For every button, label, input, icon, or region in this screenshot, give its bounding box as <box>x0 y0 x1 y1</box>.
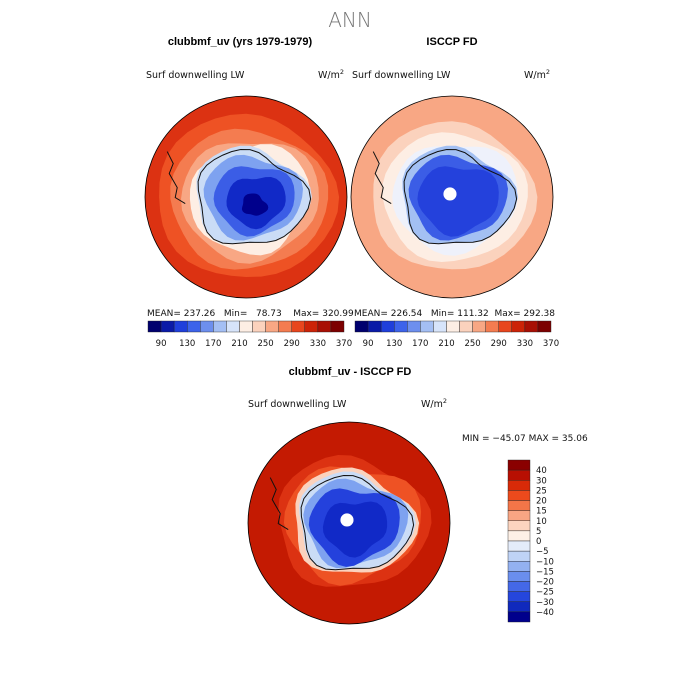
diff-colorbar-tick-label: 0 <box>536 537 541 547</box>
map-border-1 <box>144 95 348 299</box>
contour-band-8 <box>241 193 269 216</box>
diff-colorbar-tick-label: 5 <box>536 527 541 537</box>
colorbar-tick-label: 210 <box>231 339 247 349</box>
colorbar-tick-label: 210 <box>438 339 454 349</box>
panel3-stats: MIN = −45.07 MAX = 35.06 <box>462 434 588 444</box>
diff-colorbar-tick-label: 40 <box>536 466 547 476</box>
panel1-min: 78.73 <box>255 309 282 319</box>
panel1-max: 320.99 <box>322 309 354 319</box>
diff-colorbar-tick-label: −10 <box>536 557 554 567</box>
colorbar-tick-label: 290 <box>491 339 507 349</box>
colorbar-tick-label: 370 <box>336 339 352 349</box>
panel1-mean: 237.26 <box>183 309 216 319</box>
panel3-variable-label: Surf downwelling LW <box>248 399 347 410</box>
diff-colorbar-swatch <box>507 510 531 521</box>
diff-colorbar-swatch <box>507 571 531 582</box>
antarctica-outline <box>403 148 518 245</box>
map-border-3 <box>247 421 451 625</box>
diff-colorbar-tick-label: 30 <box>536 476 547 486</box>
diff-colorbar-swatch <box>507 611 531 623</box>
panel1-title: clubbmf_uv (yrs 1979-1979) <box>167 36 313 48</box>
diff-colorbar-swatch <box>507 601 531 613</box>
diff-colorbar-swatch <box>507 459 531 471</box>
diff-colorbar-tick-label: 20 <box>536 497 547 507</box>
map-field-1 <box>145 96 347 298</box>
panel2-units-label: W/m2 <box>524 68 550 82</box>
diff-colorbar-swatch <box>507 490 531 501</box>
pole-hole <box>340 513 354 527</box>
diff-colorbar-tick-label: −15 <box>536 567 554 577</box>
panel2-mean: 226.54 <box>390 309 423 319</box>
diff-colorbar-tick-label: −40 <box>536 608 554 618</box>
panel1-units-label: W/m2 <box>318 68 344 82</box>
panel1-stats: MEAN= 237.26 Min= 78.73 Max= 320.99 <box>147 309 354 319</box>
colorbar-tick-label: 250 <box>464 339 480 349</box>
diff-colorbar-tick-label: −25 <box>536 588 554 598</box>
colorbar-tick-label: 170 <box>205 339 221 349</box>
colorbar-tick-label: 130 <box>386 339 402 349</box>
colorbar-tick-label: 250 <box>257 339 273 349</box>
colorbar-swatch <box>537 320 552 333</box>
antarctica-outline <box>197 148 312 245</box>
horizontal-colorbars: 90 130 170 210 250 290 330 370 90 130 170 210 250 290… <box>147 320 559 349</box>
diff-colorbar-swatch <box>507 500 531 511</box>
pole-hole <box>443 187 457 201</box>
colorbar-1: 90 130 170 210 250 290 330 370 <box>147 320 352 349</box>
diff-colorbar-tick-label: 10 <box>536 517 547 527</box>
panel3-title: clubbmf_uv - ISCCP FD <box>288 366 412 378</box>
colorbar-tick-label: 330 <box>517 339 533 349</box>
panel2-max: 292.38 <box>523 309 556 319</box>
diff-colorbar-tick-label: −5 <box>536 547 549 557</box>
colorbar-swatch <box>330 320 345 333</box>
top-maps <box>144 95 554 299</box>
south-america-coast <box>269 477 289 530</box>
diff-colorbar-swatch <box>507 530 531 542</box>
diff-colorbar-swatch <box>507 561 531 572</box>
antarctica-outline <box>300 474 415 571</box>
colorbar-tick-label: 130 <box>179 339 195 349</box>
colorbar-tick-label: 90 <box>363 339 374 349</box>
panel1-variable-label: Surf downwelling LW <box>146 70 245 81</box>
panel2-stats: MEAN= 226.54 Min= 111.32 Max= 292.38 <box>354 309 556 319</box>
colorbar-tick-label: 370 <box>543 339 559 349</box>
colorbar-tick-label: 330 <box>310 339 326 349</box>
panel2-title: ISCCP FD <box>426 36 478 48</box>
diff-colorbar-swatch <box>507 469 531 481</box>
contour-band-5 <box>417 166 499 237</box>
colorbar-tick-label: 90 <box>156 339 167 349</box>
diff-colorbar-swatch <box>507 581 531 592</box>
diff-colorbar-swatch <box>507 550 531 562</box>
south-america-coast <box>166 151 186 204</box>
panel2-min: 111.32 <box>457 309 489 319</box>
diff-colorbar-swatch <box>507 540 531 552</box>
diff-colorbar-tick-label: −20 <box>536 578 554 588</box>
diff-colorbar-tick-label: −30 <box>536 598 554 608</box>
colorbar-tick-label: 290 <box>284 339 300 349</box>
diff-colorbar-swatch <box>507 520 531 532</box>
colorbar-tick-label: 170 <box>412 339 428 349</box>
diff-colorbar-tick-label: 15 <box>536 507 547 517</box>
diff-colorbar-tick-label: 25 <box>536 486 547 496</box>
contour-band-6 <box>322 501 388 558</box>
map-field-3 <box>248 422 450 624</box>
south-america-coast <box>372 151 392 204</box>
colorbar-2: 90 130 170 210 250 290 330 370 <box>354 320 559 349</box>
panel3-units-label: W/m2 <box>421 397 447 411</box>
diff-colorbar-swatch <box>507 480 531 491</box>
map-border-2 <box>350 95 554 299</box>
diff-colorbar-swatch <box>507 591 531 602</box>
figure-title: ANN <box>328 8 372 32</box>
panel2-variable-label: Surf downwelling LW <box>352 70 451 81</box>
map-field-2 <box>351 96 553 298</box>
